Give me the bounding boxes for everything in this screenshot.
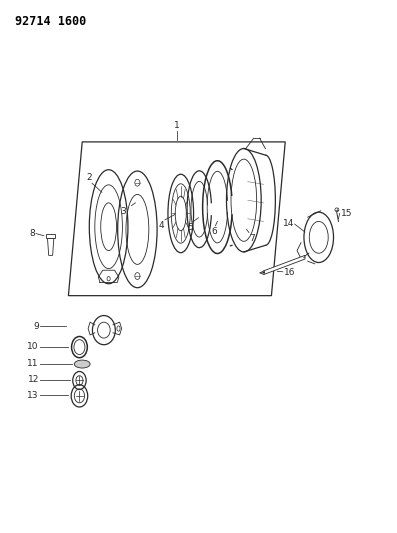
Text: 13: 13 — [27, 391, 39, 400]
Text: 10: 10 — [27, 342, 39, 351]
Polygon shape — [46, 233, 56, 238]
Text: 12: 12 — [27, 375, 39, 384]
Text: 14: 14 — [283, 219, 294, 228]
Text: 7: 7 — [249, 233, 255, 243]
Text: 4: 4 — [158, 221, 164, 230]
Text: 5: 5 — [188, 223, 193, 232]
Polygon shape — [264, 255, 305, 274]
Text: 6: 6 — [211, 227, 217, 236]
Text: 92714 1600: 92714 1600 — [15, 14, 87, 28]
Polygon shape — [260, 271, 265, 274]
Text: 3: 3 — [121, 207, 127, 215]
Text: 16: 16 — [284, 268, 296, 277]
Text: 15: 15 — [341, 209, 353, 218]
Polygon shape — [48, 238, 54, 255]
Ellipse shape — [335, 208, 339, 212]
Text: 11: 11 — [27, 359, 39, 368]
Text: 9: 9 — [33, 322, 39, 331]
Ellipse shape — [74, 360, 90, 368]
Text: 1: 1 — [174, 120, 180, 130]
Text: 8: 8 — [29, 229, 35, 238]
Text: 2: 2 — [86, 173, 92, 182]
Ellipse shape — [74, 340, 85, 354]
